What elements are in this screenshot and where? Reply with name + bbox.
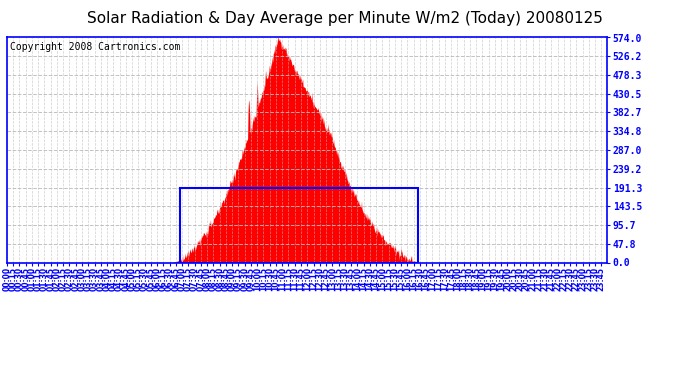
Text: Copyright 2008 Cartronics.com: Copyright 2008 Cartronics.com <box>10 42 180 52</box>
Bar <box>180 188 418 262</box>
Text: Solar Radiation & Day Average per Minute W/m2 (Today) 20080125: Solar Radiation & Day Average per Minute… <box>87 11 603 26</box>
